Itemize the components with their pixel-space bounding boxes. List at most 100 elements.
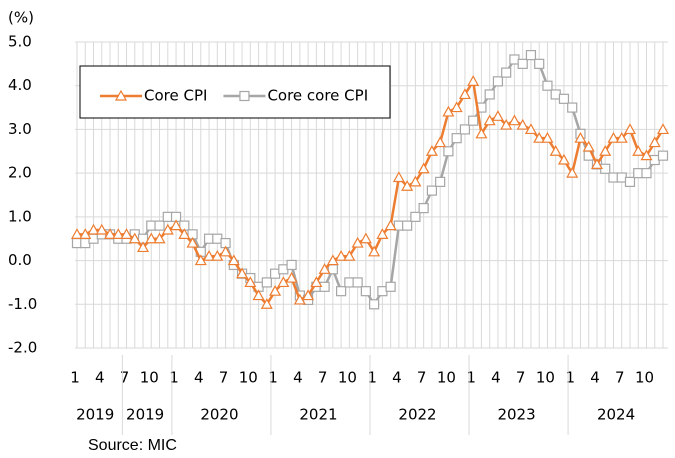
point [385,281,396,292]
point [582,140,595,152]
point [574,131,587,143]
legend-marker [114,89,128,101]
point [236,267,249,279]
point [344,277,355,288]
point [145,232,158,244]
point [615,131,628,143]
year-label: 2024 [597,406,635,424]
point [252,289,265,301]
point [426,185,438,196]
point [227,254,240,266]
point [633,168,644,179]
point [475,127,488,139]
point [71,237,83,249]
point [458,88,471,100]
point [410,211,421,222]
point [302,289,315,301]
x-tick-label: 7 [219,369,229,387]
point [624,176,636,187]
point [203,233,215,244]
y-tick-label: 4.0 [8,76,32,94]
point [623,123,637,135]
point [500,118,513,130]
point [103,228,117,239]
point [534,58,545,69]
point [170,219,183,231]
x-tick-label: 7 [120,369,130,387]
point [146,220,157,231]
point [194,254,207,266]
point [203,249,216,261]
point [154,220,165,231]
x-tick-label: 10 [140,369,159,387]
point [402,220,413,231]
point [508,114,521,126]
year-label: 2020 [200,406,238,424]
point [418,203,429,214]
point [509,54,520,65]
point [162,211,173,222]
point [137,241,150,253]
point [641,168,652,179]
point [359,232,372,244]
point [128,232,141,244]
point [517,58,528,69]
point [369,299,380,310]
point [326,254,339,266]
x-tick-label: 10 [536,369,555,387]
point [425,145,438,156]
y-tick-label: -1.0 [8,295,37,313]
legend-label: Core CPI [144,87,207,105]
point [401,180,414,191]
point [384,219,397,231]
point [525,50,537,61]
point [450,101,463,113]
point [260,298,273,309]
point [483,114,496,126]
point [293,293,306,305]
x-tick-label: 10 [437,369,456,387]
x-tick-label: 7 [417,369,427,387]
point [211,249,224,261]
x-tick-label: 4 [491,369,501,387]
point [278,264,289,275]
x-tick-label: 7 [615,369,625,387]
point [541,131,554,143]
x-tick-label: 10 [338,369,357,387]
y-tick-label: -2.0 [8,339,37,357]
point [269,284,282,296]
point [368,245,381,257]
source: Source: MIC [88,437,177,454]
x-tick-label: 7 [318,369,328,387]
point [178,228,191,239]
point [360,286,371,297]
x-tick-label: 7 [516,369,526,387]
y-unit: (%) [8,9,34,27]
point [244,276,257,288]
point [392,171,405,183]
point [516,118,529,130]
point [112,228,125,239]
x-tick-label: 1 [466,369,476,387]
point [434,136,447,148]
point [435,176,446,187]
year-label: 2019 [126,406,164,424]
point [80,237,91,249]
point [640,149,653,161]
x-tick-label: 1 [268,369,278,387]
point [492,76,504,87]
x-tick-label: 4 [194,369,204,387]
legend-box [79,65,391,119]
x-tick-label: 4 [293,369,303,387]
point [616,172,627,183]
point [286,259,297,271]
x-tick-label: 4 [392,369,402,387]
year-label: 2022 [398,406,436,424]
point [343,249,356,261]
point [79,228,92,239]
point [558,93,570,104]
point [459,124,471,135]
x-tick-label: 4 [95,369,105,387]
